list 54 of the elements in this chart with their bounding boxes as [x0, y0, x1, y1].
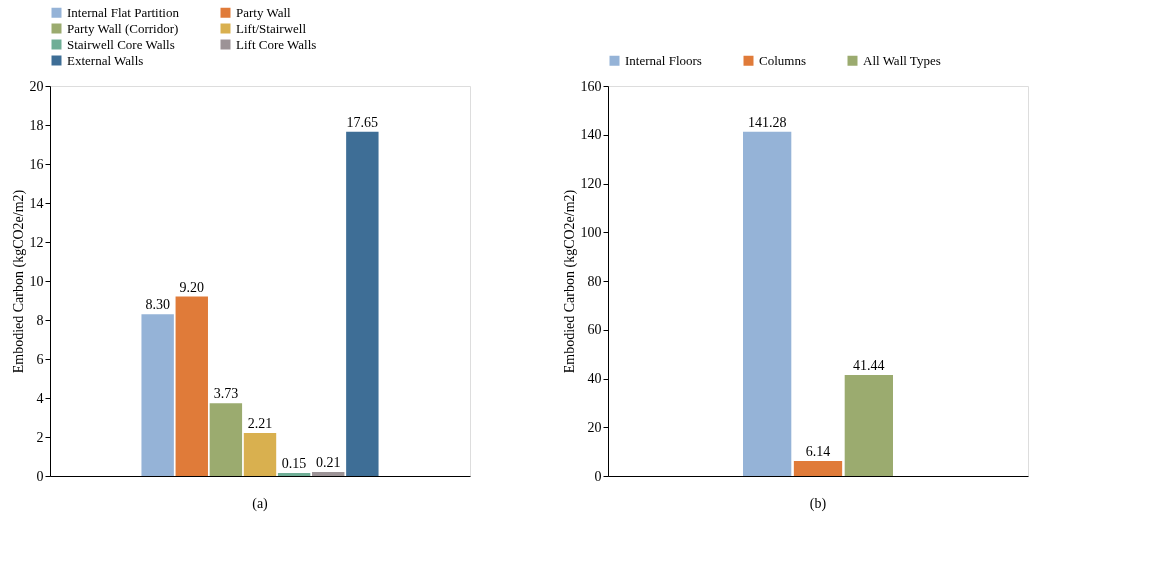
- legend-label: Lift Core Walls: [236, 36, 317, 52]
- data-label: 41.44: [853, 357, 885, 373]
- y-tick-label: 20: [29, 78, 44, 94]
- y-tick-label: 0: [594, 468, 602, 484]
- y-axis-title: Embodied Carbon (kgCO2e/m2): [561, 189, 578, 374]
- bar: [743, 131, 792, 476]
- bar: [243, 432, 277, 476]
- data-label: 8.30: [145, 297, 170, 313]
- y-tick-label: 10: [29, 273, 44, 289]
- y-tick-label: 18: [29, 117, 44, 133]
- y-tick-label: 20: [587, 419, 602, 435]
- text: (a): [252, 496, 269, 512]
- legend-label: All Wall Types: [863, 52, 941, 68]
- y-tick-label: 14: [29, 195, 44, 211]
- data-label: 6.14: [805, 444, 831, 460]
- bar: [175, 296, 208, 476]
- legend-label: Party Wall (Corridor): [67, 20, 179, 36]
- y-tick-label: 140: [580, 127, 602, 143]
- bar: [346, 131, 379, 476]
- legend-label: Lift/Stairwell: [236, 20, 307, 36]
- y-tick-label: 8: [36, 312, 44, 328]
- data-label: 9.20: [179, 279, 205, 295]
- legend-label: Party Wall: [236, 4, 292, 20]
- bar: [141, 314, 174, 476]
- bar: [312, 471, 345, 476]
- y-tick-label: 4: [36, 390, 44, 406]
- y-tick-label: 100: [580, 224, 602, 240]
- y-tick-label: 6: [36, 351, 44, 367]
- bar: [793, 461, 843, 476]
- legend-label: Stairwell Core Walls: [67, 36, 175, 52]
- legend-label: External Walls: [67, 52, 144, 68]
- y-tick-label: 0: [36, 468, 44, 484]
- y-tick-label: 120: [580, 176, 602, 191]
- data-label: 141.28: [747, 114, 787, 130]
- bar: [844, 374, 893, 476]
- legend-label: Internal Floors: [625, 52, 702, 68]
- y-tick-label: 160: [580, 78, 602, 94]
- y-tick-label: 16: [29, 156, 44, 172]
- text: (b): [809, 496, 827, 512]
- y-tick-label: 80: [587, 273, 602, 289]
- legend-label: Columns: [759, 52, 806, 68]
- data-label: 0.15: [281, 456, 307, 472]
- data-label: 2.21: [247, 415, 273, 431]
- legend-label: Internal Flat Partition: [67, 4, 180, 20]
- y-tick-label: 60: [587, 322, 602, 338]
- bar: [277, 473, 311, 476]
- data-label: 0.21: [315, 454, 341, 470]
- y-tick-label: 12: [29, 234, 44, 250]
- y-tick-label: 2: [36, 429, 44, 445]
- data-label: 17.65: [346, 114, 379, 130]
- y-tick-label: 40: [587, 371, 602, 386]
- data-label: 3.73: [213, 386, 239, 402]
- y-axis-title: Embodied Carbon (kgCO2e/m2): [10, 189, 27, 374]
- bar: [209, 403, 243, 476]
